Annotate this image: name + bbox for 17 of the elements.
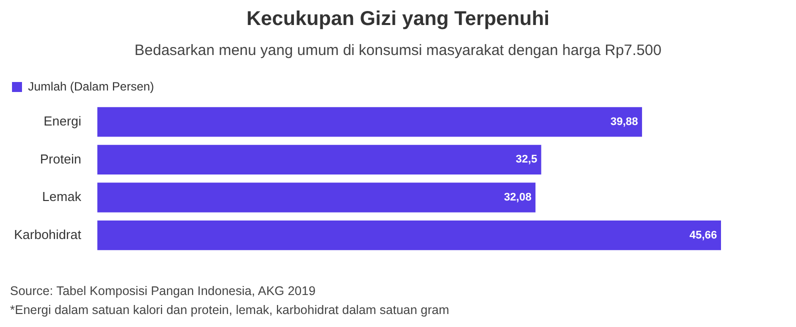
bar xyxy=(97,144,542,175)
legend-label: Jumlah (Dalam Persen) xyxy=(28,79,154,94)
chart-subtitle: Bedasarkan menu yang umum di konsumsi masyarakat dengan harga Rp7.500 xyxy=(134,42,662,59)
text: *Energi dalam satuan kalori dan protein, lemak, karbohidrat dalam satuan gram xyxy=(10,302,450,319)
y-tick-label: Lemak xyxy=(42,189,82,204)
data-label: 45,66 xyxy=(689,229,717,242)
bar xyxy=(97,182,536,212)
data-label: 39,88 xyxy=(610,116,638,128)
data-label: 32,08 xyxy=(504,192,532,204)
chart-title: Kecukupan Gizi yang Terpenuhi xyxy=(245,8,550,31)
y-tick-label: Protein xyxy=(40,151,82,166)
y-tick-label: Energi xyxy=(44,113,82,128)
source-note: Source: Tabel Komposisi Pangan Indonesia, AKG 2019 xyxy=(10,283,317,300)
bar xyxy=(97,107,642,137)
y-tick-label: Karbohidrat xyxy=(14,226,82,242)
bar xyxy=(97,220,721,250)
data-label: 32,5 xyxy=(516,154,538,166)
